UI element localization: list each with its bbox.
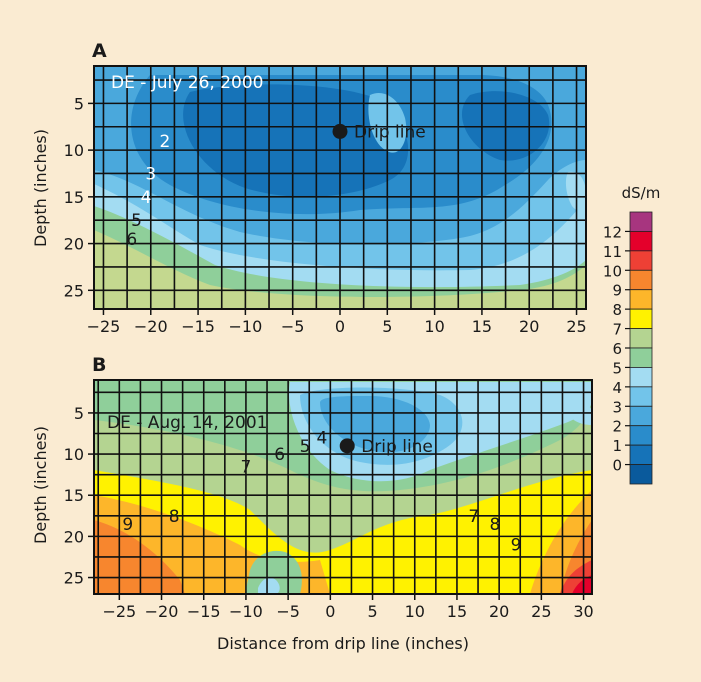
drip-line-label: Drip line	[354, 122, 426, 142]
y-tick-label: 10	[64, 141, 84, 160]
contour-label: 9	[122, 515, 133, 535]
x-tick-label: 5	[367, 602, 377, 621]
panel-b-label: B	[92, 354, 106, 376]
panel-a-label: A	[92, 40, 107, 62]
colorbar-swatch	[630, 231, 652, 250]
contour-label: 9	[511, 536, 522, 556]
colorbar-swatch	[630, 348, 652, 367]
colorbar-swatch	[630, 367, 652, 386]
x-tick-label: −15	[187, 602, 221, 621]
colorbar-tick-label: 2	[612, 418, 622, 436]
y-tick-label: 20	[64, 235, 84, 254]
contour-label: 2	[160, 132, 171, 152]
colorbar-swatch	[630, 445, 652, 464]
colorbar-swatch	[630, 270, 652, 289]
x-tick-label: 25	[566, 317, 586, 336]
x-tick-label: 10	[405, 602, 425, 621]
contour-label: 6	[126, 230, 137, 250]
colorbar-tick-label: 11	[603, 243, 622, 261]
colorbar-unit: dS/m	[622, 184, 661, 202]
x-tick-label: −25	[102, 602, 136, 621]
panel-a-title: DE - July 26, 2000	[111, 73, 263, 93]
contour-label: 3	[145, 164, 156, 184]
colorbar-tick-label: 6	[612, 340, 622, 358]
y-tick-label: 25	[64, 281, 84, 300]
colorbar-swatch	[630, 251, 652, 270]
y-tick-label: 5	[74, 94, 84, 113]
colorbar-tick-label: 7	[612, 321, 622, 339]
colorbar-tick-label: 9	[612, 282, 622, 300]
panel-a-ylabel: Depth (inches)	[31, 129, 50, 247]
colorbar-swatch	[630, 465, 652, 484]
y-tick-label: 20	[64, 527, 84, 546]
colorbar-swatch	[630, 290, 652, 309]
y-tick-label: 5	[74, 404, 84, 423]
x-tick-label: −10	[229, 602, 263, 621]
y-tick-label: 15	[64, 486, 84, 505]
colorbar-swatch	[630, 329, 652, 348]
colorbar-swatch	[630, 406, 652, 425]
x-tick-label: 10	[424, 317, 444, 336]
contour-label: 4	[141, 188, 152, 208]
colorbar-swatches	[630, 212, 652, 484]
x-tick-label: 0	[335, 317, 345, 336]
colorbar-tick-label: 8	[612, 301, 622, 319]
x-tick-label: 15	[472, 317, 492, 336]
colorbar-tick-label: 0	[612, 457, 622, 475]
drip-line-label: Drip line	[361, 437, 433, 457]
panel-b-title: DE - Aug. 14, 2001	[107, 413, 267, 433]
panel-a: A DE - July 26, 2000 −25 −20 −15 −10 −5 0 5 10 1…	[31, 40, 587, 336]
colorbar-tick-label: 3	[612, 398, 622, 416]
colorbar-tick-label: 12	[603, 223, 622, 241]
x-tick-label: 5	[382, 317, 392, 336]
x-tick-label: 20	[519, 317, 539, 336]
x-tick-label: −5	[276, 602, 300, 621]
contour-label: 5	[300, 437, 311, 457]
contour-label: 7	[241, 457, 252, 477]
colorbar-tick-label: 5	[612, 359, 622, 377]
x-tick-label: −25	[87, 317, 121, 336]
x-tick-label: −5	[281, 317, 305, 336]
contour-label: 4	[316, 429, 327, 449]
x-tick-label: −20	[145, 602, 179, 621]
x-tick-label: 25	[531, 602, 551, 621]
y-tick-label: 10	[64, 445, 84, 464]
contour-label: 7	[468, 507, 479, 527]
x-tick-label: 30	[573, 602, 593, 621]
contour-label: 8	[490, 515, 501, 535]
x-tick-label: 20	[489, 602, 509, 621]
colorbar-tick-label: 1	[612, 437, 622, 455]
colorbar-tick-label: 10	[603, 262, 622, 280]
y-tick-label: 25	[64, 569, 84, 588]
contour-label: 6	[274, 445, 285, 465]
drip-line-dot	[333, 124, 348, 139]
contour-label: 5	[131, 211, 142, 231]
x-tick-label: −20	[134, 317, 168, 336]
colorbar-swatch	[630, 387, 652, 406]
x-tick-label: 15	[447, 602, 467, 621]
drip-line-dot	[340, 438, 355, 453]
x-tick-label: 0	[325, 602, 335, 621]
x-tick-label: −10	[229, 317, 263, 336]
colorbar-swatch	[630, 212, 652, 231]
panel-b-ylabel: Depth (inches)	[31, 426, 50, 544]
colorbar-swatch	[630, 309, 652, 328]
contour-label: 8	[169, 507, 180, 527]
panel-b: B DE - Aug. 14, 2001 −25 −20 −15 −10 −5 0 5 10 1…	[31, 354, 594, 653]
colorbar-swatch	[630, 426, 652, 445]
y-tick-label: 15	[64, 188, 84, 207]
panel-a-heatmap	[94, 66, 586, 309]
colorbar-tick-label: 4	[612, 379, 622, 397]
x-axis-label: Distance from drip line (inches)	[217, 634, 469, 653]
x-tick-label: −15	[181, 317, 215, 336]
